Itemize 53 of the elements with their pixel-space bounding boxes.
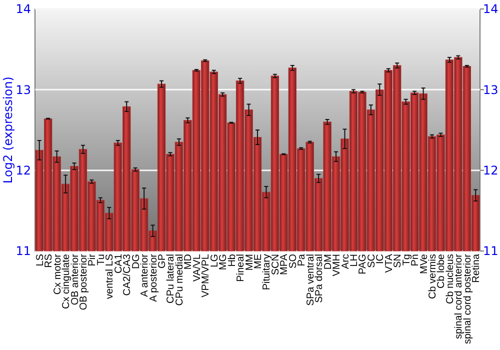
x-tick-label: ventral LS bbox=[104, 254, 116, 300]
x-tick-label: spinal cord posterior bbox=[462, 253, 474, 344]
x-tick-label: SCN bbox=[270, 254, 282, 276]
y2-tick-label: 12 bbox=[483, 164, 498, 178]
y-axis-title: Log2 (expression) bbox=[1, 76, 15, 184]
x-tick-label: IC bbox=[375, 254, 386, 264]
x-tick-label: Tu bbox=[96, 254, 107, 266]
x-tick-label: Pineal bbox=[236, 254, 247, 282]
x-tick-label: MPA bbox=[279, 254, 290, 275]
x-tick-label: A anterior bbox=[140, 253, 151, 297]
x-tick-label: LS bbox=[34, 254, 46, 266]
x-tick-label: PAG bbox=[358, 254, 369, 274]
x-tick-label: VTA bbox=[384, 254, 395, 273]
x-tick-label: SN bbox=[392, 254, 404, 268]
y-tick-label: 12 bbox=[16, 164, 31, 178]
x-tick-label: VPM/VPL bbox=[200, 254, 212, 298]
x-tick-label: Arc bbox=[340, 254, 352, 269]
x-tick-label: SO bbox=[288, 254, 299, 268]
x-tick-label: MM bbox=[244, 254, 256, 271]
x-tick-label: A posterior bbox=[148, 253, 160, 302]
x-tick-label: LG bbox=[209, 254, 220, 268]
x-tick-label: VMH bbox=[332, 254, 343, 276]
x-tick-label: CA1 bbox=[113, 254, 124, 274]
x-tick-label: DM bbox=[322, 254, 334, 270]
x-tick-label: CA2/CA3 bbox=[122, 254, 134, 296]
x-tick-label: RS bbox=[44, 254, 55, 268]
x-tick-label: ME bbox=[253, 254, 264, 269]
x-tick-label: spinal cord anterior bbox=[454, 253, 465, 340]
x-tick-label: LH bbox=[348, 254, 360, 267]
x-tick-label: DG bbox=[130, 254, 142, 269]
x-tick-label: Pituitary bbox=[262, 254, 273, 290]
x-tick-label: Tg bbox=[401, 254, 412, 266]
x-tick-label: VA/VL bbox=[192, 254, 203, 282]
y-tick-label: 13 bbox=[16, 82, 31, 97]
x-tick-label: OB posterior bbox=[78, 253, 90, 310]
y-tick-label: 11 bbox=[16, 244, 31, 258]
x-tick-label: Cx cingulate bbox=[61, 254, 72, 310]
x-tick-label: Pa bbox=[296, 254, 308, 266]
x-tick-label: CPu medial bbox=[174, 254, 186, 306]
y-tick-label: 14 bbox=[16, 2, 31, 16]
x-tick-label: Cb lobe bbox=[436, 254, 448, 288]
x-tick-label: SC bbox=[366, 254, 378, 268]
y2-tick-label: 14 bbox=[483, 2, 498, 16]
x-tick-label: Hb bbox=[226, 254, 238, 267]
x-tick-label: Pir bbox=[87, 253, 98, 266]
x-tick-label: MVe bbox=[418, 254, 430, 274]
x-tick-label: SPa dorsal bbox=[314, 254, 326, 303]
y2-tick-label: 13 bbox=[483, 82, 498, 97]
y2-tick-label: 11 bbox=[483, 244, 498, 258]
x-tick-label: OB anterior bbox=[70, 253, 81, 306]
x-tick-label: Retina bbox=[471, 254, 482, 283]
x-tick-label: Cb nucleus bbox=[444, 254, 456, 304]
x-tick-label: Pn bbox=[410, 254, 422, 266]
